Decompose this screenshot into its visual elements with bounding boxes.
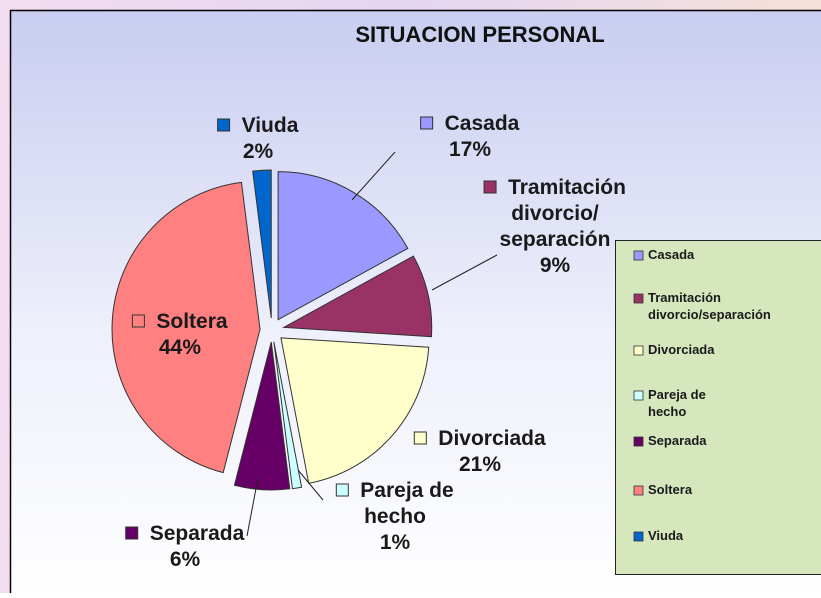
data-label-value: 2% [243,140,274,163]
label-key [126,527,138,539]
chart-title: SITUACION PERSONAL [355,22,604,47]
legend-key [634,437,643,446]
data-label-value: 17% [449,138,491,161]
data-label-value: 6% [170,548,201,571]
label-key [484,181,496,193]
data-label-value: 1% [380,531,411,554]
legend-key [634,532,643,541]
data-label-value: 9% [540,254,571,277]
legend-key [634,346,643,355]
data-label-name: Viuda [242,114,299,137]
label-key [336,484,348,496]
legend-label: Separada [648,433,707,448]
legend-key [634,251,643,260]
legend-label: Viuda [648,528,684,543]
label-key [132,315,144,327]
legend-label: Casada [648,247,695,262]
data-label-value: 44% [159,336,201,359]
data-label-name: Separada [150,522,245,545]
legend-label: Divorciada [648,342,715,357]
data-label-value: 21% [459,453,501,476]
legend-key [634,294,643,303]
data-label-name: Divorciada [438,427,546,450]
legend-key [634,391,643,400]
label-key [218,119,230,131]
label-key [421,117,433,129]
data-label-name: Casada [445,112,520,135]
legend-label: Soltera [648,482,693,497]
label-key [414,432,426,444]
data-label-name: Soltera [156,310,228,333]
legend-key [634,486,643,495]
